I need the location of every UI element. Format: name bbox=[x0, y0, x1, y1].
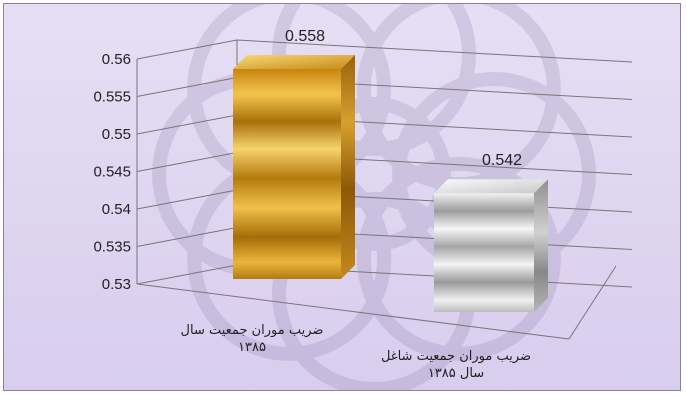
bars bbox=[233, 55, 548, 312]
y-tick-label: 0.53 bbox=[102, 276, 131, 293]
y-tick-label: 0.54 bbox=[102, 201, 131, 218]
grid-line-side bbox=[136, 39, 238, 60]
category-label-2: ضریب موران جمعیت شاغل bbox=[381, 349, 531, 364]
grid-line-side bbox=[136, 77, 238, 97]
y-axis-ticks: 0.53 0.535 0.54 0.545 0.55 0.555 0.56 bbox=[93, 51, 131, 293]
grid-line-side bbox=[136, 227, 238, 247]
watermark-ring bbox=[272, 4, 476, 156]
y-tick-label: 0.56 bbox=[102, 51, 131, 68]
floor-front-edge bbox=[136, 283, 570, 340]
bar-side-face bbox=[341, 55, 355, 279]
grid-line-side bbox=[136, 152, 238, 172]
grid-line-back bbox=[236, 39, 633, 63]
chart-frame: 0.53 0.535 0.54 0.545 0.55 0.555 0.56 0.558 0.5… bbox=[3, 3, 681, 391]
y-tick-label: 0.555 bbox=[93, 89, 131, 106]
grid-line-side bbox=[136, 189, 238, 210]
bar-top-face bbox=[434, 179, 548, 194]
bar-side-face bbox=[534, 179, 548, 312]
bar-2 bbox=[434, 179, 548, 312]
floor-right-edge bbox=[568, 265, 617, 340]
y-tick-label: 0.535 bbox=[93, 239, 131, 256]
data-label-2: 0.542 bbox=[482, 152, 522, 169]
bar-1 bbox=[233, 55, 355, 279]
bar-front-face bbox=[434, 193, 534, 312]
bar-front-face bbox=[233, 69, 341, 279]
y-tick-label: 0.545 bbox=[93, 164, 131, 181]
data-labels: 0.558 0.542 bbox=[285, 28, 522, 169]
grid-line-side bbox=[136, 264, 238, 285]
category-label-1: ۱۳۸۵ bbox=[238, 340, 266, 355]
category-label-2: سال ۱۳۸۵ bbox=[428, 366, 484, 381]
y-tick-label: 0.55 bbox=[102, 126, 131, 143]
grid-line-side bbox=[136, 114, 238, 135]
category-label-1: ضریب موران جمعیت سال bbox=[181, 323, 324, 338]
data-label-1: 0.558 bbox=[285, 28, 325, 45]
watermark-ring bbox=[356, 156, 561, 361]
category-labels: ضریب موران جمعیت سال ۱۳۸۵ ضریب موران جمعیت… bbox=[181, 323, 532, 381]
bar-top-face bbox=[233, 55, 355, 69]
